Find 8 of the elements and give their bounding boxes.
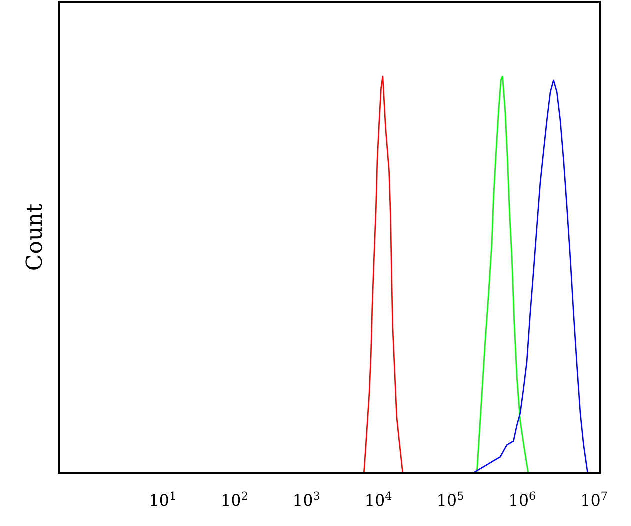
x-tick-label: 10$^{6}$ bbox=[508, 490, 536, 510]
x-tick-label: 10$^{5}$ bbox=[436, 490, 464, 510]
x-tick-label: 10$^{4}$ bbox=[364, 490, 392, 510]
x-tick-label: 10$^{3}$ bbox=[292, 490, 320, 510]
x-tick-label: 10$^{7}$ bbox=[580, 490, 608, 510]
y-axis-title: Count bbox=[23, 204, 48, 272]
x-tick-label: 10$^{1}$ bbox=[149, 490, 177, 510]
x-tick-label: 10$^{2}$ bbox=[220, 490, 248, 510]
